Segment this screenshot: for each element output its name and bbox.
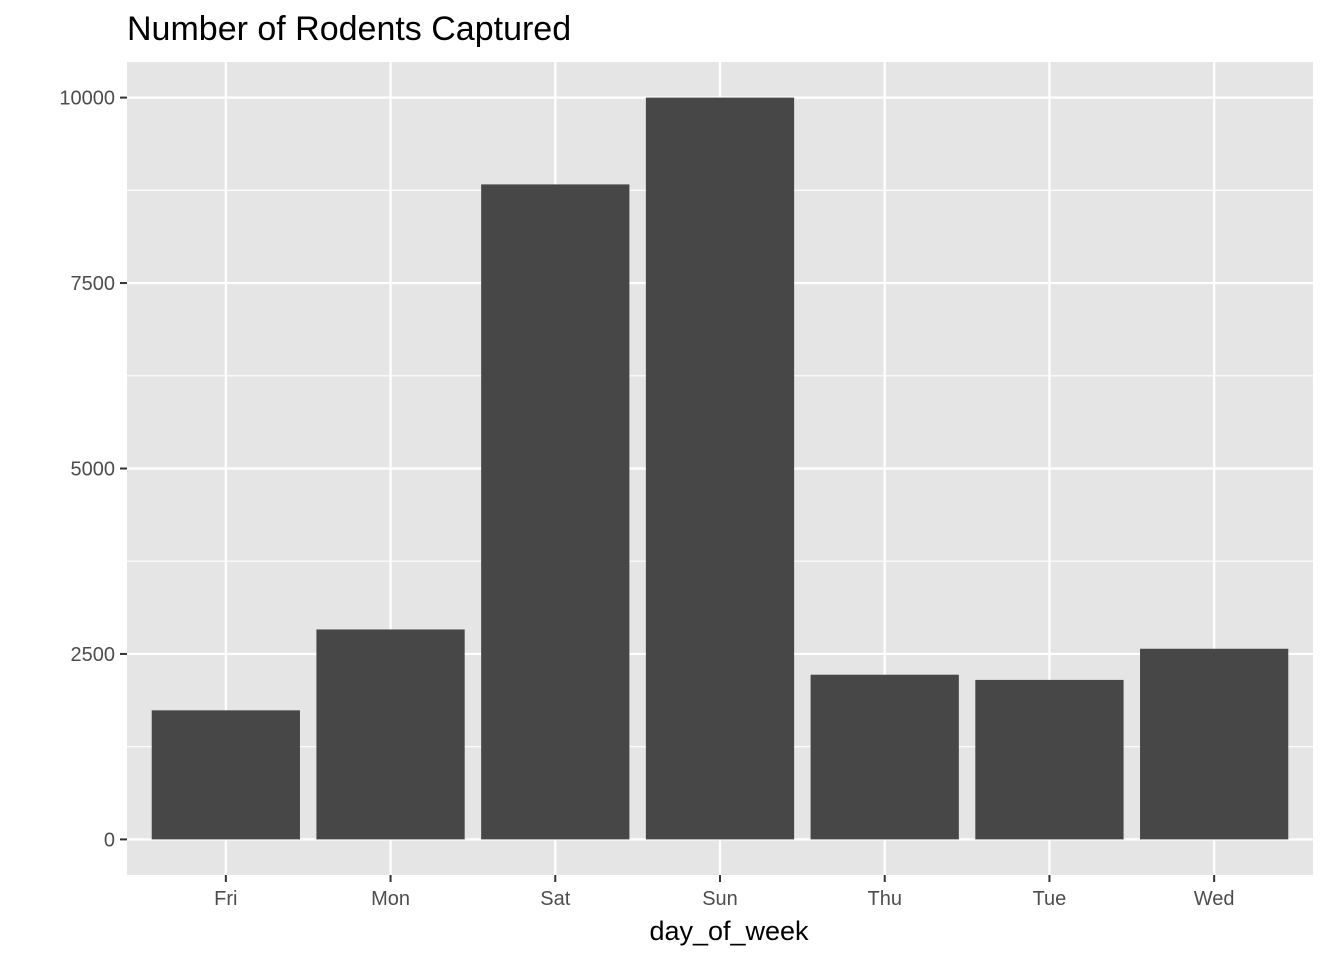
chart-title: Number of Rodents Captured [127, 10, 571, 48]
y-axis: 0 2500 5000 7500 10000 [59, 88, 127, 851]
x-tick-label: Tue [1033, 888, 1067, 910]
x-tick-label: Mon [371, 888, 410, 910]
x-axis: Fri Mon Sat Sun Thu Tue Wed [214, 875, 1235, 910]
bar-tue [975, 679, 1124, 840]
bar-thu [810, 674, 959, 840]
bar-sat [481, 184, 630, 840]
bar-fri [151, 710, 300, 840]
x-tick-label: Fri [214, 888, 237, 910]
x-tick-label: Sat [540, 888, 570, 910]
bars [151, 97, 1289, 840]
x-tick-label: Thu [867, 888, 901, 910]
y-tick-label: 0 [104, 829, 115, 851]
y-tick-label: 7500 [71, 273, 116, 295]
x-axis-title: day_of_week [649, 916, 809, 946]
y-tick-label: 5000 [71, 459, 116, 481]
bar-sun [645, 97, 795, 840]
x-tick-label: Sun [702, 888, 738, 910]
y-tick-label: 2500 [71, 644, 116, 666]
x-tick-label: Wed [1194, 888, 1235, 910]
y-tick-label: 10000 [59, 88, 115, 110]
bar-mon [316, 629, 465, 840]
bar-wed [1140, 648, 1289, 840]
